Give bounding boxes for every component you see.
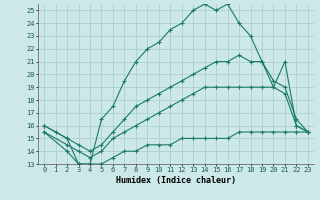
X-axis label: Humidex (Indice chaleur): Humidex (Indice chaleur): [116, 176, 236, 185]
